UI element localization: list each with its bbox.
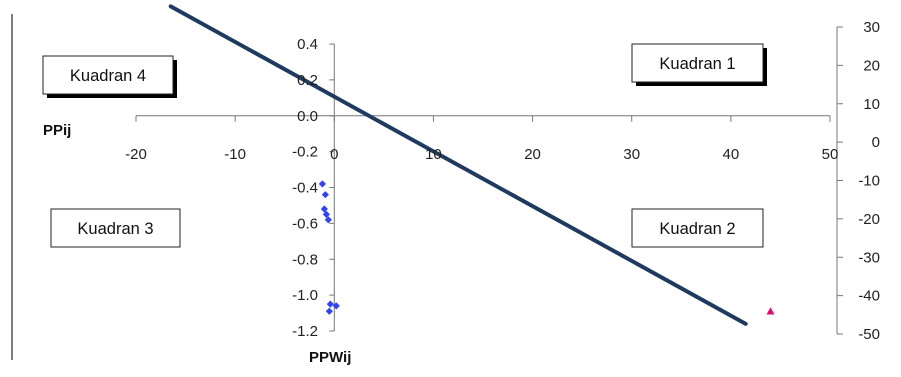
x-tick-label: 50	[822, 146, 839, 163]
x-tick-label: -20	[125, 146, 147, 163]
data-point	[322, 210, 330, 219]
tick-labels: -20 -10 0 10 20 30 40 50 0.4 0.2 0.0 -0.2 -0.4 -0.6 -0…	[43, 19, 880, 366]
data-point	[318, 180, 326, 188]
y-right-tick-label: -30	[858, 249, 880, 266]
quadrant-box	[631, 208, 764, 248]
quadrant-box	[50, 208, 181, 248]
y-right-tick-label: -40	[858, 288, 880, 305]
quadrant-label: Kuadran 3	[77, 220, 153, 238]
y-right-tick-label: 30	[863, 19, 880, 36]
x-tick-label: -10	[224, 146, 246, 163]
axes	[11, 14, 843, 360]
quadrant-box	[631, 43, 764, 83]
y-left-tick-label: -1.0	[292, 287, 318, 304]
trend-line-path	[168, 4, 748, 326]
y-left-tick-label: -0.6	[292, 215, 318, 232]
y-left-tick-label: 0.2	[297, 72, 318, 89]
data-point	[326, 300, 334, 308]
x-tick-label: 10	[425, 146, 442, 163]
y-left-tick-label: -1.2	[292, 323, 318, 340]
y-left-tick-label: 0.4	[297, 36, 318, 53]
y-axis-title: PPij	[43, 122, 71, 139]
y-right-tick-label: 10	[863, 96, 880, 113]
x-tick-label: 40	[723, 146, 740, 163]
y-right-tick-label: -50	[858, 326, 880, 343]
data-point	[320, 205, 328, 213]
quadrant-label: Kuadran 2	[659, 220, 735, 238]
data-point	[324, 216, 332, 224]
quadrant-box	[42, 55, 174, 95]
y-right-tick-label: -10	[858, 173, 880, 190]
quadrant-label: Kuadran 1	[659, 55, 735, 73]
y-right-tick-label: 20	[863, 57, 880, 74]
y-left-tick-label: -0.8	[292, 251, 318, 268]
data-points	[318, 180, 775, 315]
y-left-tick-label: 0.0	[297, 108, 318, 125]
data-point	[332, 302, 340, 310]
x-tick-label: 20	[524, 146, 541, 163]
quadrant-boxes: Kuadran 4 Kuadran 1 Kuadran 3 Kuadran 2	[42, 43, 767, 248]
x-tick-label: 30	[623, 146, 640, 163]
data-point	[766, 307, 775, 315]
data-point	[325, 307, 333, 315]
quadrant-label: Kuadran 4	[70, 67, 146, 85]
y-left-tick-label: -0.4	[292, 180, 318, 197]
data-point	[321, 191, 329, 199]
y-left-tick-label: -0.2	[292, 144, 318, 161]
y-right-tick-label: -20	[858, 211, 880, 228]
y-right-tick-label: 0	[872, 134, 880, 151]
trend-line	[168, 4, 748, 326]
x-axis-title: PPWij	[309, 349, 351, 366]
x-tick-label: 0	[330, 146, 338, 163]
